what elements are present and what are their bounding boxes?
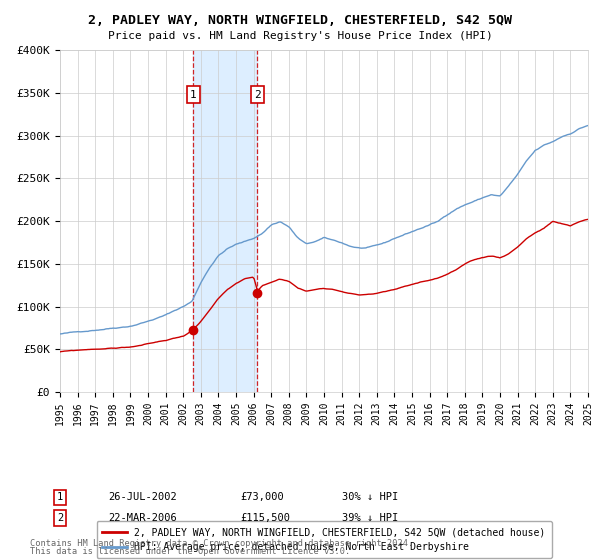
Text: £73,000: £73,000: [240, 492, 284, 502]
Text: £115,500: £115,500: [240, 513, 290, 523]
Text: 2: 2: [57, 513, 63, 523]
Bar: [193, 50, 257, 392]
Text: 2: 2: [254, 90, 261, 100]
Text: 26-JUL-2002: 26-JUL-2002: [108, 492, 177, 502]
Legend: 2, PADLEY WAY, NORTH WINGFIELD, CHESTERFIELD, S42 5QW (detached house), HPI: Ave: 2, PADLEY WAY, NORTH WINGFIELD, CHESTERF…: [97, 521, 551, 558]
Text: 1: 1: [57, 492, 63, 502]
Text: 22-MAR-2006: 22-MAR-2006: [108, 513, 177, 523]
Text: 39% ↓ HPI: 39% ↓ HPI: [342, 513, 398, 523]
Text: 1: 1: [190, 90, 197, 100]
Text: This data is licensed under the Open Government Licence v3.0.: This data is licensed under the Open Gov…: [30, 547, 350, 556]
Text: 30% ↓ HPI: 30% ↓ HPI: [342, 492, 398, 502]
Text: 2, PADLEY WAY, NORTH WINGFIELD, CHESTERFIELD, S42 5QW: 2, PADLEY WAY, NORTH WINGFIELD, CHESTERF…: [88, 14, 512, 27]
Text: Price paid vs. HM Land Registry's House Price Index (HPI): Price paid vs. HM Land Registry's House …: [107, 31, 493, 41]
Text: Contains HM Land Registry data © Crown copyright and database right 2024.: Contains HM Land Registry data © Crown c…: [30, 539, 413, 548]
